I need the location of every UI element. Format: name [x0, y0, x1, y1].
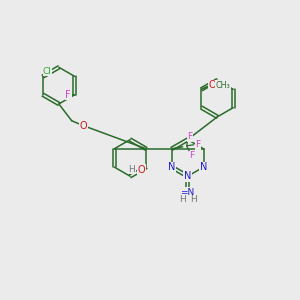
- Text: O: O: [138, 165, 146, 175]
- Text: =N: =N: [181, 188, 195, 196]
- Text: H: H: [190, 195, 196, 204]
- Text: N: N: [168, 162, 176, 172]
- Text: F: F: [187, 132, 192, 141]
- Text: H: H: [128, 165, 135, 174]
- Text: O: O: [80, 121, 87, 131]
- Text: N: N: [184, 171, 191, 181]
- Text: Cl: Cl: [43, 67, 52, 76]
- Text: O: O: [208, 80, 216, 90]
- Text: F: F: [195, 140, 200, 149]
- Text: H: H: [179, 195, 186, 204]
- Text: F: F: [65, 90, 71, 100]
- Text: CH₃: CH₃: [215, 81, 230, 90]
- Text: N: N: [200, 162, 207, 172]
- Text: F: F: [189, 151, 194, 160]
- Text: N: N: [168, 162, 176, 172]
